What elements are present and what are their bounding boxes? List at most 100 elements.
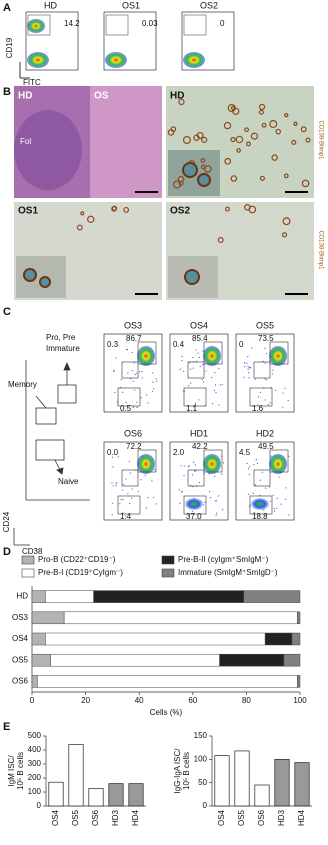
event xyxy=(204,501,206,503)
x-tick-label: HD3 xyxy=(111,809,120,826)
event xyxy=(205,370,207,372)
stained-cell xyxy=(275,128,281,135)
event xyxy=(253,512,256,514)
plot-frame xyxy=(235,441,295,521)
panel-label: C xyxy=(3,306,11,318)
event xyxy=(136,406,138,408)
event xyxy=(128,460,131,463)
bar xyxy=(48,781,64,807)
event xyxy=(264,378,266,380)
gate-value: 42.2 xyxy=(192,442,208,451)
gate xyxy=(117,387,141,407)
y-tick-label: 0 xyxy=(37,801,42,810)
event xyxy=(131,497,133,499)
bar-segment xyxy=(31,611,65,625)
gate xyxy=(249,495,273,515)
event xyxy=(248,377,250,379)
event xyxy=(199,365,201,368)
gate-value: 0.3 xyxy=(107,340,119,349)
event xyxy=(247,368,249,370)
stained-cell xyxy=(244,204,251,211)
stained-cell xyxy=(172,180,182,189)
stained-cell xyxy=(259,175,266,181)
event xyxy=(147,496,149,499)
event xyxy=(122,391,124,393)
event xyxy=(259,391,262,393)
plot-title: HD1 xyxy=(190,428,208,438)
event xyxy=(194,402,196,404)
event xyxy=(287,399,289,402)
event xyxy=(273,507,275,510)
event xyxy=(132,406,135,409)
event xyxy=(202,381,205,383)
bar xyxy=(88,788,104,807)
event xyxy=(276,497,278,499)
event xyxy=(151,480,153,482)
event xyxy=(115,357,117,359)
stained-cell xyxy=(235,135,244,144)
x-tick-label: 0 xyxy=(30,696,35,705)
event xyxy=(214,500,216,502)
image-title: HD xyxy=(170,91,184,102)
stained-cell xyxy=(230,136,236,143)
event xyxy=(264,399,266,401)
event xyxy=(202,364,204,366)
bar xyxy=(254,784,270,807)
gate-value: 1.4 xyxy=(120,512,132,521)
event xyxy=(129,502,131,505)
event xyxy=(123,483,125,486)
stained-cell xyxy=(300,126,307,133)
event xyxy=(257,396,259,398)
event xyxy=(192,486,194,488)
event xyxy=(246,462,248,465)
event xyxy=(197,352,199,354)
stained-cell xyxy=(305,137,311,143)
event xyxy=(115,485,117,487)
event xyxy=(135,372,137,374)
gate-value: 14.2 xyxy=(64,19,80,28)
event xyxy=(221,473,223,475)
event xyxy=(152,372,154,374)
event xyxy=(122,498,124,500)
stained-cell xyxy=(217,237,224,244)
stained-cell xyxy=(178,98,185,106)
bar-segment xyxy=(297,675,301,688)
stained-cell xyxy=(87,215,95,224)
y-tick-label: 500 xyxy=(28,731,42,740)
event xyxy=(198,356,200,358)
bar xyxy=(294,762,310,807)
event xyxy=(179,368,181,370)
event xyxy=(181,490,183,492)
event xyxy=(215,500,218,502)
event xyxy=(141,377,144,379)
axis-label: CD38 xyxy=(22,547,43,556)
plot-title: OS2 xyxy=(200,0,218,10)
density xyxy=(137,454,155,474)
event xyxy=(155,503,158,505)
panel-label: A xyxy=(3,2,11,14)
x-tick-label: 20 xyxy=(81,696,90,705)
event xyxy=(244,362,246,364)
plot-title: OS3 xyxy=(124,320,142,330)
event xyxy=(266,352,268,355)
event xyxy=(156,380,158,382)
legend-swatch xyxy=(21,555,35,565)
y-tick-label: 50 xyxy=(198,778,207,787)
event xyxy=(266,379,268,381)
event xyxy=(255,458,257,461)
event xyxy=(141,370,143,373)
stained-cell xyxy=(201,136,208,144)
inset-cell xyxy=(39,276,51,288)
event xyxy=(190,368,192,370)
event xyxy=(151,390,154,392)
y-tick-label: OS3 xyxy=(12,613,29,622)
gate xyxy=(249,387,273,407)
bar xyxy=(108,783,124,807)
event xyxy=(195,349,197,351)
y-tick-label: 150 xyxy=(194,731,208,740)
inset-cell xyxy=(184,269,200,285)
x-axis-label: Cells (%) xyxy=(150,708,183,717)
stained-cell xyxy=(167,129,175,136)
bar-segment xyxy=(45,632,266,646)
event xyxy=(214,384,217,386)
